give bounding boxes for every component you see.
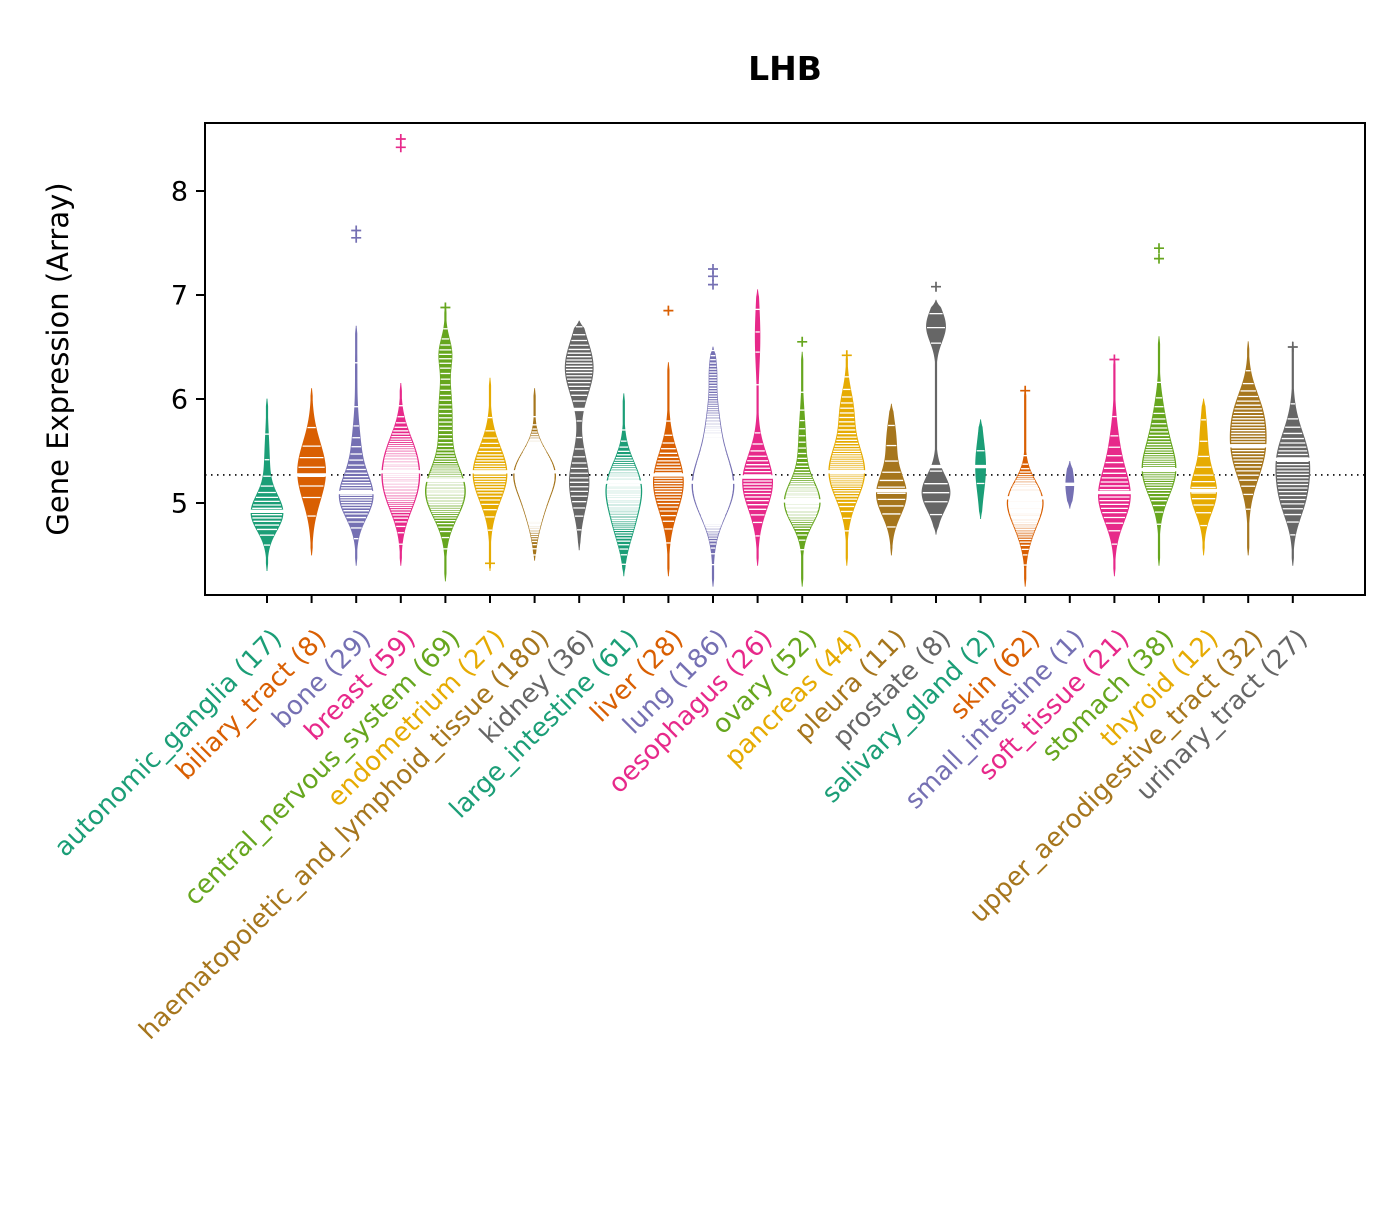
violin-liver — [649, 305, 687, 577]
violin-kidney — [564, 320, 594, 551]
violin-ovary — [780, 336, 825, 587]
outlier-marker — [841, 350, 852, 361]
violin-shape — [564, 320, 594, 551]
violin-prostate — [921, 281, 951, 535]
outlier-marker — [1020, 385, 1031, 396]
y-tick-label: 8 — [171, 176, 188, 207]
violin-thyroid — [1186, 398, 1221, 556]
outlier-marker — [931, 281, 941, 292]
violin-shape — [975, 419, 986, 519]
plot-border — [204, 122, 1366, 596]
outlier-marker — [1154, 253, 1164, 264]
violins — [247, 134, 1314, 587]
violin-shape — [1229, 341, 1267, 556]
outlier-marker — [440, 302, 451, 313]
violin-soft_tissue — [1094, 354, 1135, 577]
outlier-marker — [1287, 342, 1298, 352]
x-axis-labels: autonomic_ganglia (17)biliary_tract (8)b… — [49, 624, 1314, 1046]
violin-shape — [742, 289, 773, 566]
violin-biliary_tract — [293, 388, 330, 556]
violin-bone — [335, 225, 378, 566]
violin-shape — [653, 362, 684, 577]
violin-shape — [1141, 336, 1177, 566]
chart-title: LHB — [748, 49, 822, 88]
violin-breast — [377, 134, 424, 566]
violin-endometrium — [469, 377, 511, 571]
y-axis-label: Gene Expression (Array) — [41, 182, 75, 535]
violin-central_nervous_system — [423, 302, 468, 582]
outlier-marker — [708, 264, 718, 274]
y-tick-label: 6 — [171, 384, 188, 415]
violin-upper_aerodigestive_tract — [1226, 341, 1270, 556]
violin-autonomic_ganglia — [247, 398, 287, 571]
violin-shape — [875, 403, 907, 556]
outlier-marker — [351, 225, 362, 236]
violin-shape — [828, 351, 866, 566]
outlier-marker — [1154, 243, 1164, 254]
y-tick-label: 5 — [171, 488, 188, 519]
y-tick-label: 7 — [171, 280, 188, 311]
violin-skin — [1003, 385, 1047, 587]
violin-shape — [921, 299, 951, 535]
outlier-marker — [663, 305, 674, 316]
violin-pancreas — [824, 350, 869, 566]
violin-oesophagus — [738, 289, 777, 566]
outlier-marker — [395, 134, 406, 144]
violin-shape — [297, 388, 326, 556]
violin-shape — [1098, 357, 1131, 577]
violin-shape — [250, 398, 284, 571]
violin-lung — [688, 264, 738, 587]
violin-urinary_tract — [1272, 341, 1314, 566]
violin-stomach — [1138, 243, 1180, 566]
violin-shape — [1190, 398, 1217, 556]
violin-haematopoietic_and_lymphoid_tissue — [509, 388, 560, 561]
violin-large_intestine — [602, 393, 646, 577]
violin-shape — [1275, 341, 1311, 566]
outlier-marker — [797, 336, 808, 347]
outlier-marker — [1109, 354, 1120, 365]
violin-pleura — [872, 403, 911, 556]
violin-small_intestine — [1060, 461, 1079, 509]
axes: 5 6 7 8 — [171, 176, 1365, 603]
outlier-marker — [485, 558, 495, 569]
violin-salivary_gland — [971, 419, 990, 519]
violin-shape — [338, 325, 374, 566]
